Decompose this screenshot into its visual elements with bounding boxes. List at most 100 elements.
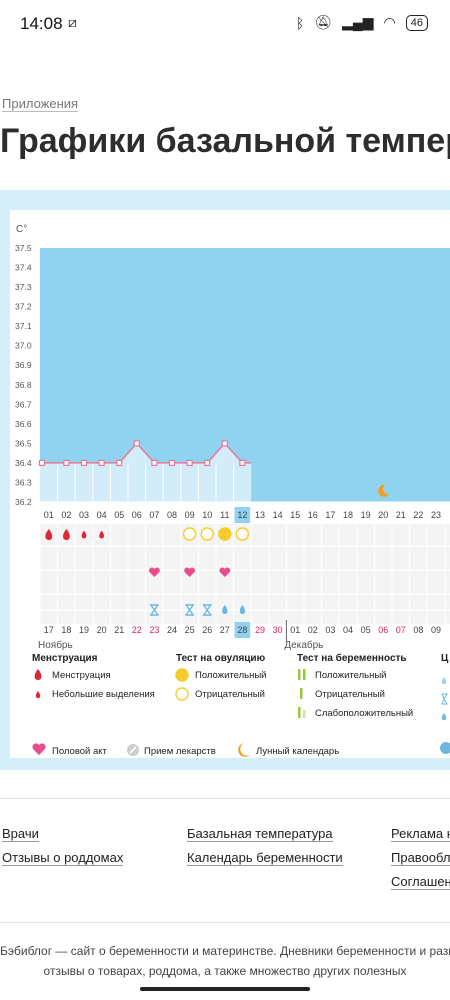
plot-area bbox=[40, 248, 450, 502]
moon-icon bbox=[378, 484, 390, 497]
temperature-point bbox=[239, 459, 246, 467]
y-tick-label: 37.2 bbox=[15, 302, 32, 312]
legend-medication: Прием лекарств bbox=[144, 746, 216, 757]
footer-link-doctors[interactable]: Врачи bbox=[2, 826, 39, 842]
legend-cut-icon bbox=[440, 742, 450, 754]
today-date-highlight bbox=[234, 622, 251, 638]
footer-link-rights[interactable]: Правообла bbox=[391, 850, 450, 866]
signal-icon: ▂▄▆ bbox=[342, 14, 374, 30]
y-tick-label: 36.9 bbox=[15, 360, 32, 370]
menstruation-drop-icon bbox=[63, 529, 70, 540]
legend-moon-icon bbox=[238, 743, 250, 757]
notification-icon: ⧄ bbox=[68, 14, 77, 30]
day-label: 13 bbox=[255, 510, 265, 520]
y-tick-label: 37.3 bbox=[15, 282, 32, 292]
ovulation-negative-icon bbox=[235, 527, 250, 541]
date-label: 18 bbox=[61, 625, 71, 635]
date-label: 01 bbox=[290, 625, 300, 635]
legend-ovulation-negative: Отрицательный bbox=[195, 689, 265, 700]
discharge-drop-icon bbox=[239, 605, 246, 614]
temperature-point bbox=[98, 459, 105, 467]
date-label: 22 bbox=[132, 625, 142, 635]
menstruation-drop-icon bbox=[99, 530, 104, 539]
y-axis-label: C° bbox=[16, 224, 27, 235]
day-label: 01 bbox=[44, 510, 54, 520]
ovulation-negative-icon bbox=[182, 527, 197, 541]
temperature-point bbox=[133, 440, 140, 447]
bbt-chart: C° 37.5 37.4 37.3 37.2 37.1 37.0 36.9 36.8 36.7 36… bbox=[15, 224, 450, 757]
legend-preg-weak-icon bbox=[303, 710, 306, 718]
footer-link-maternity-reviews[interactable]: Отзывы о роддомах bbox=[2, 850, 124, 866]
day-label: 12 bbox=[237, 510, 247, 520]
month-label: Ноябрь bbox=[38, 639, 73, 651]
footer-link-ads[interactable]: Реклама н bbox=[391, 826, 450, 842]
footer-link-agreement[interactable]: Соглашени bbox=[391, 874, 450, 890]
legend-ovulation-positive: Положительный bbox=[195, 670, 266, 681]
y-tick-label: 37.4 bbox=[15, 263, 32, 273]
menstruation-drop-icon bbox=[45, 529, 53, 540]
date-label: 05 bbox=[361, 625, 371, 635]
battery-icon: 46 bbox=[405, 14, 428, 31]
y-tick-label: 36.7 bbox=[15, 399, 32, 409]
day-label: 22 bbox=[413, 510, 423, 520]
day-label: 14 bbox=[273, 510, 283, 520]
day-label: 23 bbox=[431, 510, 441, 520]
date-label: 24 bbox=[167, 625, 177, 635]
day-label: 16 bbox=[308, 510, 318, 520]
footer-divider bbox=[0, 798, 450, 799]
hourglass-icon bbox=[149, 604, 160, 616]
hourglass-icon bbox=[202, 604, 213, 616]
day-label: 18 bbox=[343, 510, 353, 520]
legend-ovulation-negative-icon bbox=[175, 687, 189, 701]
legend-cut-icon bbox=[441, 713, 447, 720]
sex-heart-icon bbox=[184, 567, 196, 577]
ovulation-positive-icon bbox=[218, 527, 232, 541]
date-label: 20 bbox=[97, 625, 107, 635]
date-label: 25 bbox=[185, 625, 195, 635]
date-label: 27 bbox=[220, 625, 230, 635]
legend-spotting-icon bbox=[35, 691, 41, 698]
legend-menstruation-icon bbox=[34, 669, 42, 680]
y-tick-label: 36.8 bbox=[15, 380, 32, 390]
legend-title-menstruation: Менструация bbox=[32, 653, 98, 664]
legend-sex-icon bbox=[32, 743, 46, 755]
date-label: 29 bbox=[255, 625, 265, 635]
footer-link-pregnancy-calendar[interactable]: Календарь беременности bbox=[187, 850, 343, 866]
date-label: 17 bbox=[44, 625, 54, 635]
date-label: 19 bbox=[79, 625, 89, 635]
sex-heart-icon bbox=[148, 567, 160, 577]
date-label: 02 bbox=[308, 625, 318, 635]
day-label: 08 bbox=[167, 510, 177, 520]
date-label: 23 bbox=[149, 625, 159, 635]
date-label: 06 bbox=[378, 625, 388, 635]
chart-panel: C° 37.5 37.4 37.3 37.2 37.1 37.0 36.9 36.8 36.7 36… bbox=[10, 210, 450, 758]
y-tick-label: 36.2 bbox=[15, 497, 32, 507]
temperature-point bbox=[168, 459, 176, 467]
temperature-point bbox=[221, 440, 228, 447]
legend-title-ovulation: Тест на овуляцию bbox=[176, 653, 266, 664]
day-label: 10 bbox=[202, 510, 212, 520]
status-icons: ᛒ 🔕︎ ▂▄▆ ◠ 46 bbox=[296, 14, 428, 31]
footer-link-bbt[interactable]: Базальная температура bbox=[187, 826, 333, 842]
legend-medication-icon bbox=[129, 746, 137, 754]
date-label: 08 bbox=[413, 625, 423, 635]
date-label: 09 bbox=[431, 625, 441, 635]
day-label: 09 bbox=[185, 510, 195, 520]
temperature-point bbox=[151, 459, 158, 467]
day-label: 11 bbox=[220, 510, 229, 520]
home-indicator[interactable] bbox=[140, 987, 310, 991]
mute-icon: 🔕︎ bbox=[314, 14, 333, 30]
footer-description-2: отзывы о товарах, роддома, а также множе… bbox=[43, 964, 407, 978]
temperature-point bbox=[186, 459, 193, 467]
date-label: 30 bbox=[273, 625, 283, 635]
legend-spotting: Небольшие выделения bbox=[52, 689, 155, 700]
temperature-point bbox=[38, 459, 46, 467]
footer-divider-2 bbox=[0, 922, 450, 923]
day-label: 19 bbox=[361, 510, 371, 520]
status-time: 14:08 bbox=[20, 14, 63, 33]
legend-preg-positive-icon bbox=[303, 669, 306, 680]
y-tick-label: 36.6 bbox=[15, 419, 32, 429]
breadcrumb[interactable]: Приложения bbox=[2, 96, 79, 112]
hourglass-icon bbox=[184, 604, 195, 616]
date-label: 21 bbox=[114, 625, 124, 635]
